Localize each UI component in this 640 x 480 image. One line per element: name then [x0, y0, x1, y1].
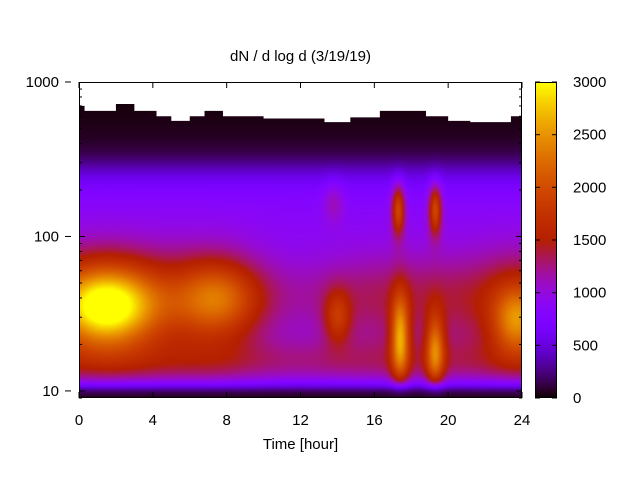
colorbar-tick-label: 1000	[573, 285, 606, 302]
y-tick-label: 10	[42, 383, 59, 400]
x-axis: 0 4 8 12 16 20 24	[75, 82, 531, 429]
colorbar-tick-label: 1500	[573, 232, 606, 249]
y-tick-label: 1000	[26, 74, 59, 91]
y-axis: 10 100 1000	[26, 74, 522, 400]
y-tick-label: 100	[34, 228, 59, 245]
colorbar-gradient	[535, 82, 557, 398]
colorbar-tick-label: 3000	[573, 74, 606, 91]
x-tick-label: 12	[292, 412, 309, 429]
x-tick-label: 16	[366, 412, 383, 429]
chart-title: dN / d log d (3/19/19)	[230, 48, 371, 65]
colorbar-axis: 0 500 1000 1500 2000 2500 3000	[535, 74, 606, 407]
upper-size-limit-mask	[79, 82, 522, 123]
x-axis-title: Time [hour]	[263, 436, 338, 453]
heatmap-image	[79, 82, 522, 398]
x-tick-label: 4	[149, 412, 157, 429]
colorbar-tick-label: 2500	[573, 127, 606, 144]
x-tick-label: 24	[514, 412, 531, 429]
colorbar-tick-label: 500	[573, 337, 598, 354]
plot-area	[79, 82, 522, 398]
colorbar-tick-label: 0	[573, 390, 581, 407]
x-tick-label: 8	[222, 412, 230, 429]
x-tick-label: 20	[440, 412, 457, 429]
colorbar-tick-label: 2000	[573, 179, 606, 196]
x-tick-label: 0	[75, 412, 83, 429]
